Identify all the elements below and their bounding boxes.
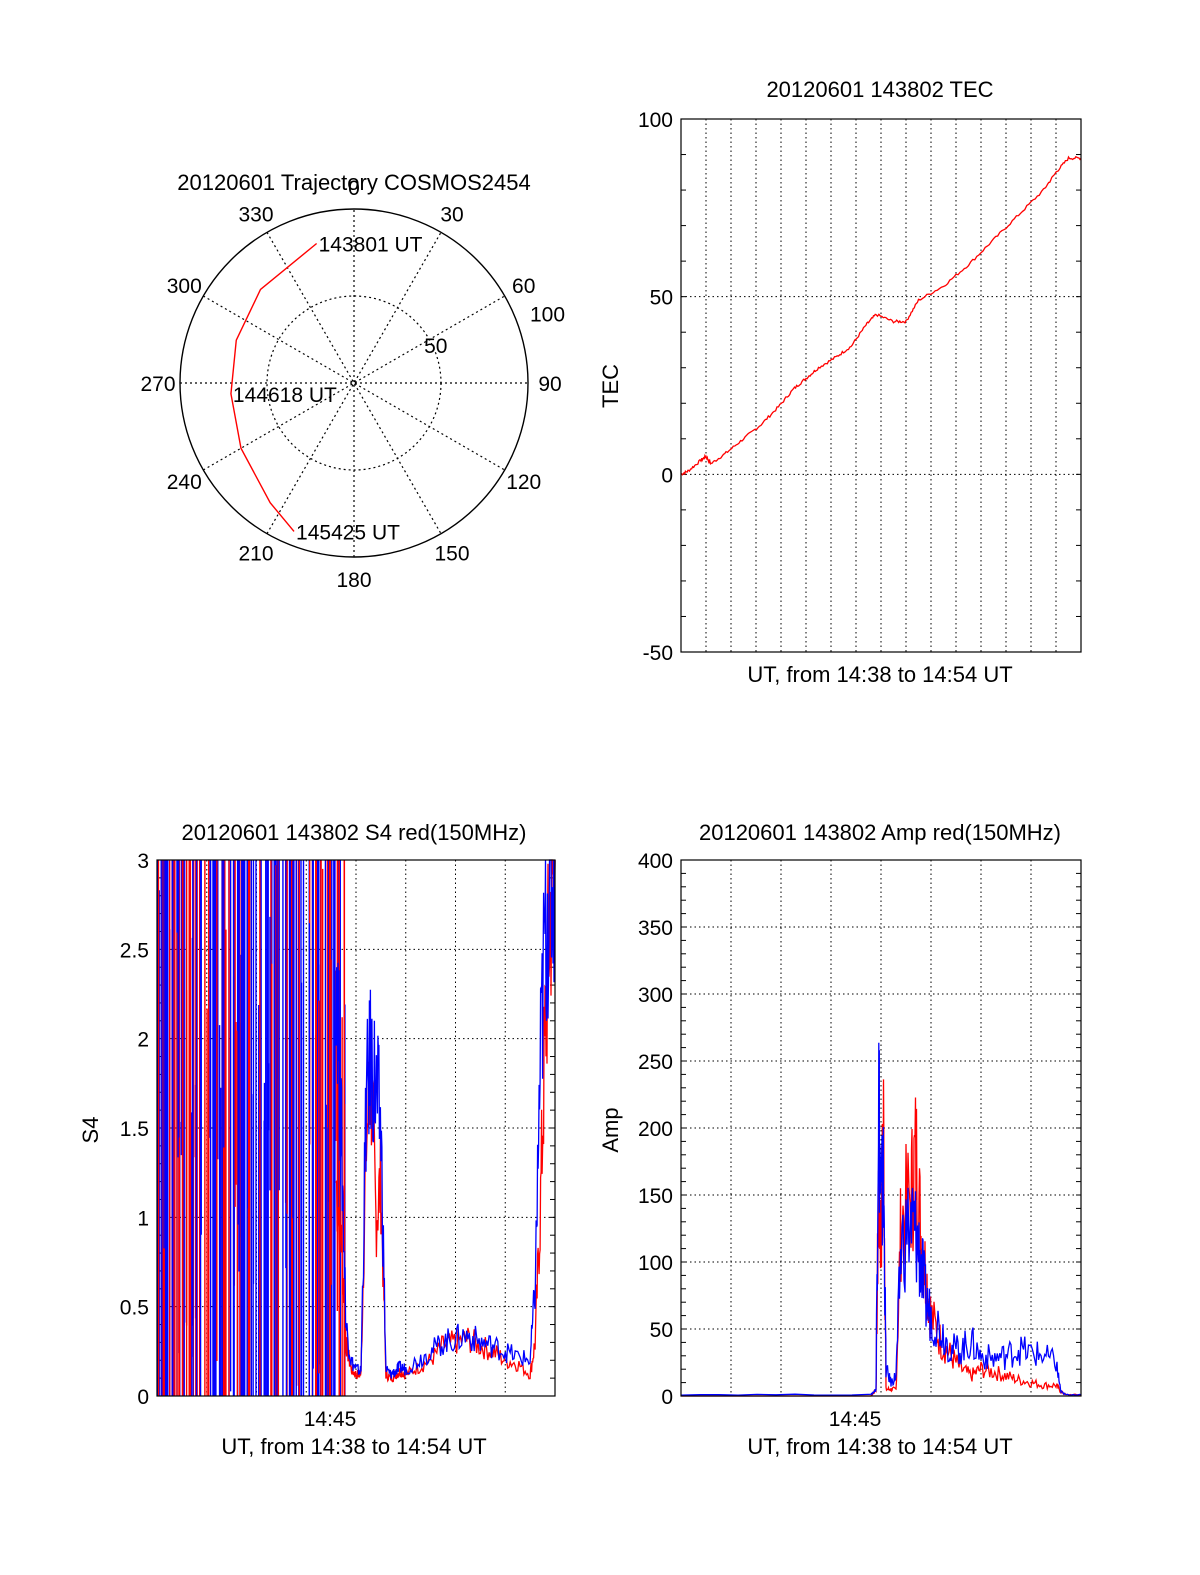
polar-trajectory-line: [230, 242, 318, 532]
polar-title: 20120601 Trajectory COSMOS2454: [177, 170, 530, 195]
s4-xtick-1445: 14:45: [304, 1408, 357, 1431]
amp-xtick-1445: 14:45: [829, 1408, 882, 1431]
s4-ytick: 2: [137, 1029, 149, 1052]
s4-series-blue: [335, 859, 556, 1379]
s4-series: [335, 859, 556, 1383]
amp-ytick: 0: [661, 1386, 673, 1409]
tec-series: [680, 155, 1082, 476]
polar-spoke: [203, 295, 505, 471]
tec-ytick: 0: [661, 464, 673, 487]
polar-trajectory-label: 144618 UT: [233, 384, 337, 407]
amp-series: [680, 1042, 1082, 1397]
tec-ylabel: TEC: [598, 364, 623, 408]
polar-radial-label: 100: [530, 303, 565, 326]
s4-ytick: 2.5: [120, 939, 149, 962]
amp-ytick: 100: [638, 1252, 673, 1275]
tec-frame: [680, 118, 1082, 653]
tec-title: 20120601 143802 TEC: [766, 77, 993, 102]
tec-y-ticks: -50 0 50 100: [638, 109, 673, 665]
s4-y-ticks: 0 0.5 1 1.5 2 2.5 3: [120, 850, 149, 1409]
amp-ytick: 150: [638, 1185, 673, 1208]
s4-ytick: 0: [137, 1386, 149, 1409]
amp-series-blue: [680, 1042, 1082, 1396]
s4-ylabel: S4: [78, 1117, 103, 1144]
s4-dense-region: [156, 860, 346, 1396]
amp-title: 20120601 143802 Amp red(150MHz): [699, 820, 1061, 845]
polar-trajectory-label: 143801 UT: [319, 234, 423, 257]
s4-ytick: 1: [137, 1207, 149, 1230]
amp-ytick: 350: [638, 917, 673, 940]
polar-angle-label: 180: [336, 569, 371, 592]
polar-trajectory: 143801 UT 144618 UT 145425 UT: [230, 234, 423, 544]
amp-ylabel: Amp: [598, 1107, 623, 1152]
tec-grid: [681, 119, 1081, 652]
polar-angle-label: 30: [440, 203, 463, 226]
amp-ytick: 50: [650, 1319, 673, 1342]
polar-angle-label: 210: [238, 543, 273, 566]
amp-xlabel: UT, from 14:38 to 14:54 UT: [747, 1434, 1012, 1459]
s4-frame: [156, 859, 556, 1397]
polar-angle-label: 330: [238, 203, 273, 226]
polar-angle-label: 270: [140, 373, 175, 396]
polar-angle-label: 120: [506, 471, 541, 494]
polar-grid: [179, 208, 529, 558]
polar-angle-label: 90: [538, 373, 561, 396]
s4-ytick: 0.5: [120, 1297, 149, 1320]
amp-grid: [681, 860, 1081, 1396]
s4-ytick: 1.5: [120, 1118, 149, 1141]
s4-xlabel: UT, from 14:38 to 14:54 UT: [221, 1434, 486, 1459]
polar-angle-label: 240: [167, 471, 202, 494]
polar-angle-label: 60: [512, 275, 535, 298]
polar-spoke: [203, 295, 505, 471]
tec-ytick: 50: [650, 287, 673, 310]
amp-frame: [680, 859, 1082, 1397]
amp-chart: 20120601 143802 Amp red(150MHz) UT, from…: [598, 820, 1082, 1459]
polar-angle-label: 150: [434, 543, 469, 566]
amp-ytick: 400: [638, 850, 673, 873]
polar-angle-label: 300: [167, 275, 202, 298]
tec-ytick: -50: [643, 642, 673, 665]
tec-ytick: 100: [638, 109, 673, 132]
polar-spoke: [266, 232, 442, 534]
amp-ytick: 250: [638, 1051, 673, 1074]
polar-trajectory-chart: 20120601 Trajectory COSMOS2454 0 30 60 90 12…: [140, 170, 565, 592]
polar-radial-labels: 50 100: [424, 303, 565, 358]
s4-chart: 20120601 143802 S4 red(150MHz) UT, from …: [78, 820, 556, 1459]
amp-y-ticks: 0 50 100 150 200 250 300 350 400: [638, 850, 673, 1409]
polar-spoke: [266, 232, 442, 534]
tec-xlabel: UT, from 14:38 to 14:54 UT: [747, 662, 1012, 687]
polar-angle-label: 0: [348, 177, 360, 200]
polar-angle-labels: 0 30 60 90 120 150 180 210 240 270 300 330: [140, 177, 561, 592]
polar-trajectory-label: 145425 UT: [296, 521, 400, 544]
s4-ytick: 3: [137, 850, 149, 873]
polar-radial-label: 50: [424, 335, 447, 358]
tec-chart: 20120601 143802 TEC UT, from 14:38 to 14…: [598, 77, 1082, 687]
amp-ytick: 200: [638, 1118, 673, 1141]
s4-title: 20120601 143802 S4 red(150MHz): [182, 820, 527, 845]
amp-ytick: 300: [638, 984, 673, 1007]
tec-series-red: [680, 155, 1082, 476]
